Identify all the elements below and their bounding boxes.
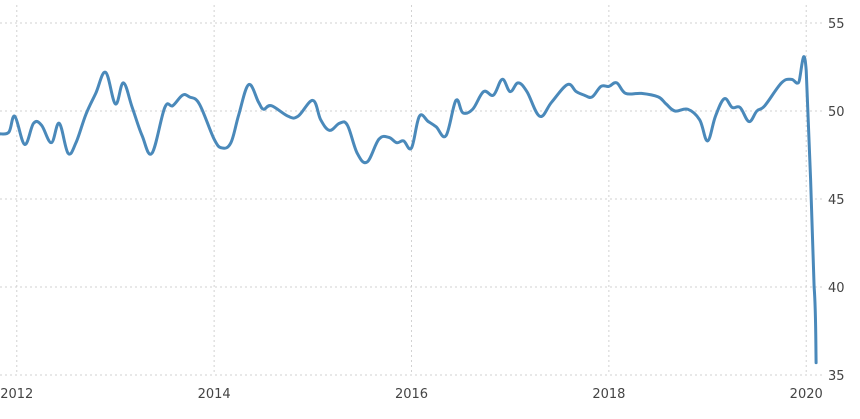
series-line-0 <box>0 55 818 365</box>
x-tick-label-2012: 2012 <box>0 387 33 402</box>
x-tick-label-2014: 2014 <box>198 387 231 402</box>
y-tick-label-50: 50 <box>828 105 845 120</box>
series-group <box>0 55 818 365</box>
x-tick-labels: 2012 2014 2016 2018 2020 <box>0 387 823 402</box>
x-tick-label-2018: 2018 <box>592 387 625 402</box>
y-tick-label-35: 35 <box>828 369 845 384</box>
y-tick-label-45: 45 <box>828 193 845 208</box>
y-gridlines <box>0 22 823 376</box>
x-gridlines <box>16 5 807 375</box>
y-tick-labels: 35 40 45 50 55 <box>828 17 845 384</box>
y-tick-label-40: 40 <box>828 281 845 296</box>
x-tick-label-2016: 2016 <box>395 387 428 402</box>
y-tick-label-55: 55 <box>828 17 845 32</box>
x-tick-label-2020: 2020 <box>790 387 823 402</box>
